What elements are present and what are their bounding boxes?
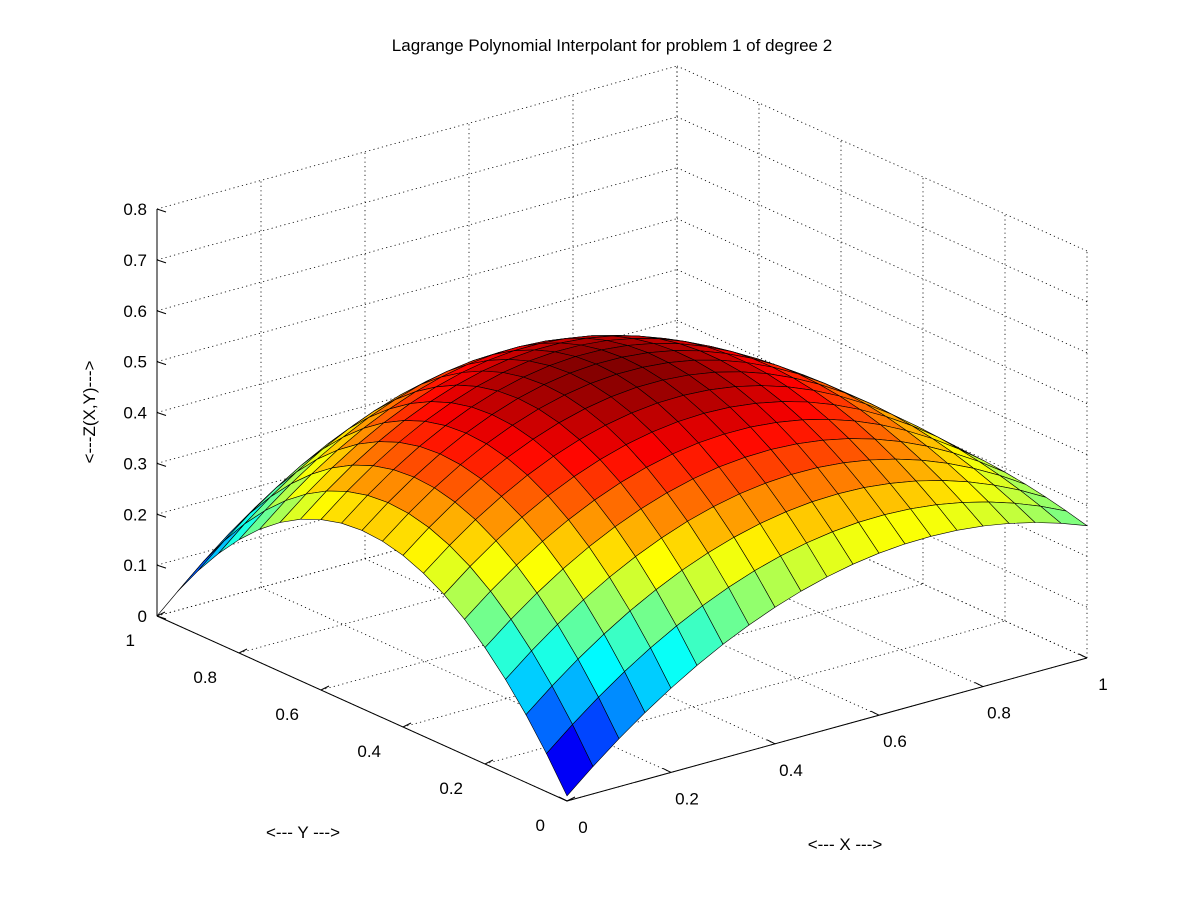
grid-line bbox=[156, 218, 678, 363]
y-tick-mark bbox=[566, 796, 576, 802]
x-tick-mark bbox=[974, 682, 984, 688]
y-tick-mark bbox=[238, 648, 248, 654]
x-axis-line bbox=[566, 657, 1088, 802]
z-tick-label: 0.5 bbox=[123, 353, 147, 372]
y-tick-label: 1 bbox=[126, 631, 135, 650]
z-tick-mark bbox=[156, 564, 167, 569]
x-axis-title: <--- X ---> bbox=[808, 835, 883, 854]
x-tick-label: 1 bbox=[1098, 675, 1107, 694]
y-tick-mark bbox=[484, 759, 494, 765]
x-tick-mark bbox=[766, 739, 776, 745]
grid-line bbox=[676, 218, 1088, 404]
y-axis-line bbox=[156, 615, 568, 802]
x-tick-label: 0.4 bbox=[779, 761, 803, 780]
z-tick-label: 0 bbox=[138, 607, 147, 626]
z-tick-mark bbox=[156, 310, 167, 315]
z-tick-label: 0.7 bbox=[123, 251, 147, 270]
y-tick-label: 0.2 bbox=[439, 779, 463, 798]
y-tick-label: 0.4 bbox=[357, 742, 381, 761]
z-tick-label: 0.3 bbox=[123, 454, 147, 473]
x-tick-label: 0.2 bbox=[675, 789, 699, 808]
z-axis-title: <---Z(X,Y)---> bbox=[80, 360, 99, 463]
grid-line bbox=[484, 620, 1006, 765]
y-tick-label: 0.6 bbox=[275, 705, 299, 724]
z-tick-mark bbox=[156, 412, 167, 416]
grid-line bbox=[676, 269, 1088, 455]
z-tick-label: 0.2 bbox=[123, 505, 147, 524]
z-tick-label: 0.4 bbox=[123, 404, 147, 423]
grid-line bbox=[156, 167, 678, 312]
x-tick-label: 0 bbox=[578, 818, 587, 837]
z-tick-mark bbox=[156, 462, 167, 467]
x-tick-mark bbox=[662, 767, 672, 773]
y-tick-label: 0 bbox=[536, 816, 545, 835]
z-tick-label: 0.1 bbox=[123, 556, 147, 575]
grid-line bbox=[156, 269, 678, 413]
grid-line bbox=[156, 116, 678, 261]
y-tick-label: 0.8 bbox=[193, 668, 217, 687]
y-axis-title: <--- Y ---> bbox=[266, 823, 340, 842]
y-tick-mark bbox=[402, 722, 412, 728]
grid-line bbox=[676, 116, 1088, 303]
z-tick-mark bbox=[156, 361, 167, 366]
z-tick-mark bbox=[156, 513, 167, 518]
grid-line bbox=[402, 583, 924, 728]
z-tick-label: 0.6 bbox=[123, 302, 147, 321]
y-tick-mark bbox=[320, 685, 330, 691]
x-tick-mark bbox=[1078, 653, 1088, 659]
z-tick-label: 0.8 bbox=[123, 200, 147, 219]
grid-line bbox=[156, 65, 678, 210]
grid-line bbox=[676, 65, 1088, 252]
x-tick-label: 0.8 bbox=[987, 704, 1011, 723]
z-tick-mark bbox=[156, 259, 167, 264]
x-tick-mark bbox=[558, 796, 568, 802]
x-tick-mark bbox=[870, 710, 880, 716]
tick-marks bbox=[156, 208, 1088, 802]
tick-labels: 00.10.20.30.40.50.60.70.800.20.40.60.810… bbox=[123, 200, 1107, 837]
grid-line bbox=[676, 167, 1088, 354]
y-tick-mark bbox=[156, 611, 166, 617]
x-tick-label: 0.6 bbox=[883, 732, 907, 751]
surface-facet bbox=[546, 723, 594, 797]
chart-title: Lagrange Polynomial Interpolant for prob… bbox=[392, 36, 832, 55]
z-tick-mark bbox=[156, 615, 167, 620]
surface-mesh bbox=[156, 335, 1089, 797]
z-tick-mark bbox=[156, 208, 167, 213]
